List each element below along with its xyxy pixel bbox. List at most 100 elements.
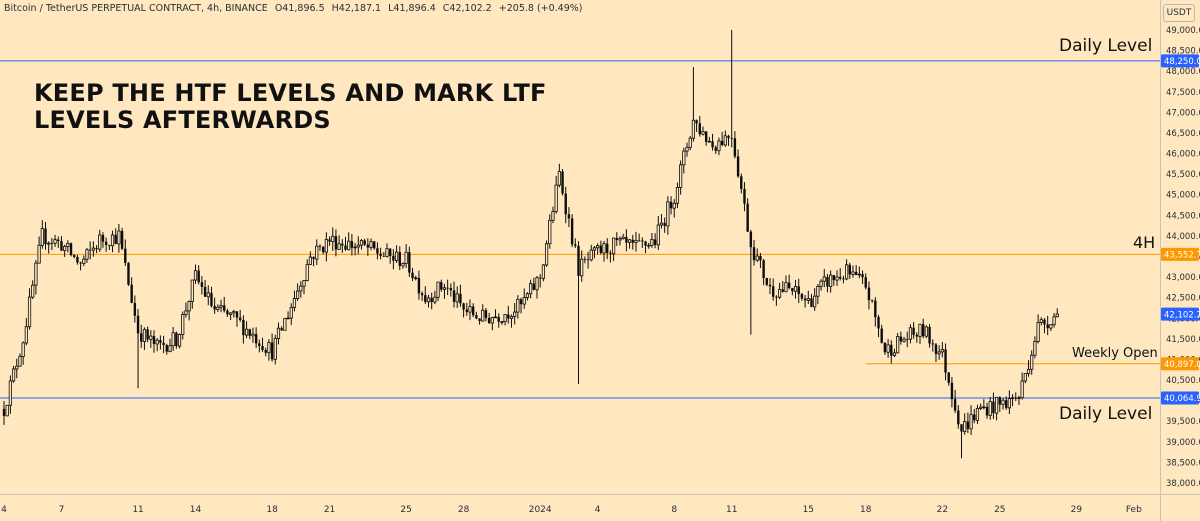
candle — [1023, 373, 1027, 384]
y-tick-label: 38,500.0 — [1166, 458, 1200, 468]
x-tick-label: 29 — [1071, 505, 1083, 515]
candle — [749, 229, 753, 335]
candle — [870, 299, 874, 303]
candle — [723, 130, 727, 147]
candle — [24, 318, 28, 346]
candle — [975, 404, 980, 425]
y-tick-label: 38,000.0 — [1166, 479, 1200, 489]
candle — [2, 400, 6, 425]
candle — [344, 236, 347, 251]
symbol-header: Bitcoin / TetherUS PERPETUAL CONTRACT, 4… — [4, 3, 587, 14]
candle — [899, 331, 903, 345]
ohlc-low: L41,896.4 — [388, 3, 436, 14]
candle — [66, 240, 70, 253]
candle — [516, 295, 520, 319]
candle — [168, 338, 172, 353]
candle — [388, 248, 392, 264]
candle — [350, 234, 354, 256]
candle — [312, 256, 315, 267]
candle — [286, 311, 290, 320]
candle — [637, 233, 641, 242]
candle — [810, 293, 813, 308]
candle — [685, 142, 689, 157]
candle — [539, 274, 542, 288]
candle — [442, 283, 447, 299]
candle — [484, 307, 488, 322]
candle — [149, 330, 153, 348]
candle — [82, 255, 86, 267]
x-tick-label: 11 — [726, 505, 737, 515]
candle — [973, 409, 976, 424]
candle — [376, 242, 379, 260]
candle — [695, 119, 698, 132]
candle — [762, 258, 765, 286]
y-tick-label: 40,500.0 — [1166, 376, 1200, 386]
candle — [908, 324, 913, 344]
candle — [519, 297, 523, 314]
candle — [752, 239, 756, 266]
candle — [1010, 394, 1015, 407]
candle — [353, 242, 357, 256]
candle — [864, 273, 867, 290]
candle — [8, 375, 12, 414]
candle — [551, 206, 555, 224]
candle — [979, 403, 983, 410]
candle — [953, 389, 957, 413]
y-tick-label: 48,500.0 — [1166, 47, 1200, 57]
candle — [800, 292, 804, 301]
candle — [401, 262, 405, 269]
candle — [711, 133, 714, 151]
candle — [420, 291, 424, 302]
candle — [181, 311, 185, 340]
candle — [184, 302, 188, 318]
candle — [1001, 397, 1005, 410]
candle — [136, 309, 140, 389]
y-tick-label: 47,000.0 — [1166, 108, 1200, 118]
candle — [440, 279, 443, 292]
candle — [229, 312, 233, 321]
candle — [564, 186, 567, 224]
candle — [839, 268, 842, 281]
candle — [79, 261, 82, 271]
level-price-tag-1: 43,552.7 — [1161, 247, 1200, 261]
currency-unit-button[interactable]: USDT — [1163, 4, 1195, 22]
candle — [672, 199, 676, 218]
candle — [337, 235, 341, 250]
x-tick-label: 2024 — [529, 505, 552, 515]
candle — [37, 236, 41, 264]
candle — [95, 245, 98, 254]
x-tick-label: 14 — [190, 505, 202, 515]
candle — [273, 334, 277, 365]
candle — [114, 228, 117, 245]
candle — [586, 251, 590, 269]
candle — [359, 238, 364, 250]
candle — [647, 242, 651, 249]
candle — [197, 265, 200, 285]
candle — [960, 424, 963, 459]
candle — [592, 246, 597, 259]
candle — [53, 234, 57, 247]
x-tick-label: 4 — [595, 505, 601, 515]
candle — [251, 327, 255, 343]
candle — [931, 339, 934, 352]
y-tick-label: 39,500.0 — [1166, 417, 1200, 427]
candle — [244, 321, 249, 339]
candle — [577, 241, 580, 385]
candle — [165, 343, 168, 355]
level-label-daily-top: Daily Level — [1059, 36, 1153, 56]
candle — [675, 182, 680, 209]
candle — [379, 247, 382, 260]
candle — [15, 358, 19, 379]
candle — [124, 239, 127, 267]
candle — [857, 266, 861, 279]
candle — [283, 317, 287, 331]
candle — [691, 67, 696, 142]
candle — [707, 136, 711, 143]
candle — [292, 290, 297, 312]
candle — [892, 348, 897, 358]
candle — [175, 331, 178, 349]
candle — [509, 314, 514, 328]
candle — [117, 224, 121, 253]
candle — [1055, 308, 1059, 318]
